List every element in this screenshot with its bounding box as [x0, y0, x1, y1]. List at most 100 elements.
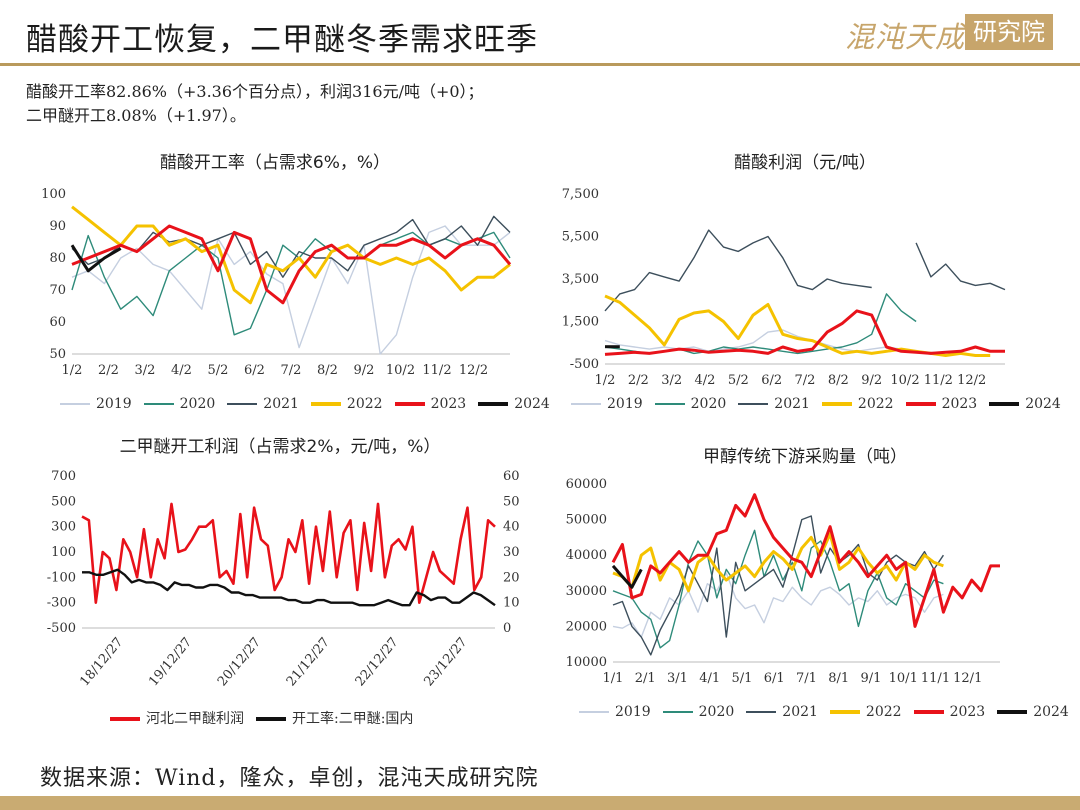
legend-swatch — [394, 402, 425, 406]
x-tick-label: 20/12/27 — [215, 635, 264, 689]
x-tick-label: 23/12/27 — [422, 635, 471, 689]
legend-swatch — [746, 711, 777, 713]
summary-line-2: 二甲醚开工8.08%（+1.97）。 — [26, 106, 246, 125]
data-source: 数据来源：Wind，隆众，卓创，混沌天成研究院 — [40, 766, 539, 791]
y2-tick-label: 30 — [503, 545, 520, 560]
legend-item: 2020 — [654, 396, 726, 412]
y-tick-label: 10000 — [566, 655, 607, 670]
y-tick-label: -500 — [47, 621, 76, 636]
series-line-2020 — [604, 293, 917, 355]
x-tick-label: 1/1 — [603, 671, 624, 686]
legend-swatch — [571, 403, 601, 405]
legend-item: 2023 — [905, 396, 978, 412]
y-tick-label: 500 — [51, 494, 76, 509]
legend-swatch — [738, 403, 769, 405]
legend-swatch — [227, 403, 258, 405]
x-tick-label: 5/2 — [728, 373, 749, 388]
x-tick-label: 5/1 — [732, 671, 753, 686]
x-tick-label: 8/2 — [317, 363, 338, 378]
series-line-2024 — [611, 564, 643, 589]
header-divider — [0, 63, 1080, 66]
legend-swatch — [143, 403, 174, 405]
footer-bar — [0, 796, 1080, 810]
chart-title: 醋酸开工率（占需求6%，%） — [159, 153, 391, 173]
y-tick-label: 7,500 — [562, 187, 599, 202]
y-tick-label: 300 — [51, 520, 76, 535]
x-tick-label: 21/12/27 — [284, 635, 333, 689]
x-tick-label: 5/2 — [208, 363, 229, 378]
chart-acetic-utilization: 醋酸开工率（占需求6%，%） 100 90 80 70 60 50 1/2 2/2 3/2 4/2… — [20, 140, 550, 425]
legend-swatch — [997, 710, 1028, 714]
x-tick-label: 4/1 — [699, 671, 720, 686]
y-tick-label: 100 — [51, 545, 76, 560]
x-tick-label: 12/2 — [957, 373, 986, 388]
x-tick-label: 11/2 — [422, 363, 451, 378]
series-line-2023 — [71, 224, 512, 305]
legend-item: 2022 — [829, 704, 902, 720]
series-line-2022 — [71, 205, 511, 305]
legend-swatch — [913, 710, 944, 714]
legend-label: 开工率:二甲醚:国内 — [292, 711, 414, 727]
x-tick-label: 12/1 — [953, 671, 982, 686]
legend-item: 2022 — [821, 396, 894, 412]
legend-item: 2021 — [746, 704, 818, 720]
x-tick-label: 11/1 — [921, 671, 950, 686]
x-tick-label: 2/1 — [635, 671, 656, 686]
legend-item: 2021 — [227, 396, 299, 412]
y-tick-label: 50 — [49, 347, 66, 362]
y2-tick-label: 60 — [503, 469, 520, 484]
x-tick-label: 9/2 — [354, 363, 375, 378]
x-tick-label: 9/1 — [861, 671, 882, 686]
x-tick-label: 3/2 — [661, 373, 682, 388]
summary-line-1: 醋酸开工率82.86%（+3.36个百分点），利润316元/吨（+0）； — [26, 82, 484, 101]
legend-item: 2024 — [997, 704, 1069, 720]
legend-item: 2020 — [143, 396, 216, 412]
series-line-开工率:二甲醚:国内 — [82, 568, 496, 607]
chart-legend: 2019 2020 2021 2022 2023 2024 — [60, 396, 562, 412]
x-tick-label: 6/2 — [761, 373, 782, 388]
chart-dme-profit: 二甲醚开工利润（占需求2%，元/吨，%） 700 500 300 100 -100 -30… — [20, 430, 540, 730]
y2-tick-label: 0 — [503, 621, 511, 636]
legend-label: 2023 — [941, 396, 978, 412]
legend-item: 2021 — [738, 396, 810, 412]
x-tick-label: 7/2 — [281, 363, 302, 378]
x-tick-label: 10/2 — [386, 363, 415, 378]
series-line-2019 — [612, 572, 944, 638]
y-tick-label: 20000 — [566, 619, 607, 634]
legend-item: 2024 — [989, 396, 1061, 412]
legend-item: 2024 — [478, 396, 550, 412]
x-tick-label: 11/2 — [924, 373, 953, 388]
legend-item: 河北二甲醚利润 — [110, 708, 244, 728]
chart-legend: 河北二甲醚利润 开工率:二甲醚:国内 — [110, 708, 425, 728]
legend-swatch — [905, 402, 936, 406]
y2-tick-label: 50 — [503, 494, 520, 509]
legend-label: 2022 — [865, 704, 902, 720]
y-tick-label: 90 — [49, 219, 66, 234]
series-line-河北二甲醚利润 — [81, 502, 496, 604]
legend-swatch — [310, 402, 341, 406]
y-tick-label: -500 — [570, 357, 599, 372]
legend-label: 2024 — [514, 396, 550, 412]
legend-item: 2019 — [571, 396, 643, 412]
legend-label: 2019 — [96, 396, 132, 412]
legend-item: 2023 — [394, 396, 466, 412]
legend-swatch — [60, 403, 90, 405]
y-tick-label: 70 — [49, 283, 66, 298]
logo-text: 混沌天成 — [845, 20, 966, 54]
x-tick-label: 19/12/27 — [146, 635, 195, 689]
x-tick-label: 22/12/27 — [353, 635, 402, 689]
legend-swatch — [256, 717, 286, 721]
x-tick-label: 8/2 — [828, 373, 849, 388]
x-tick-label: 8/1 — [828, 671, 849, 686]
x-tick-label: 6/1 — [764, 671, 785, 686]
legend-swatch — [110, 717, 140, 721]
x-tick-label: 9/2 — [861, 373, 882, 388]
legend-swatch — [829, 710, 860, 714]
series-line-2023 — [604, 309, 1005, 356]
page-title: 醋酸开工恢复，二甲醚冬季需求旺季 — [26, 22, 538, 58]
legend-swatch — [579, 711, 609, 713]
legend-label: 2020 — [179, 396, 216, 412]
legend-swatch — [654, 403, 685, 405]
legend-label: 2021 — [782, 704, 818, 720]
